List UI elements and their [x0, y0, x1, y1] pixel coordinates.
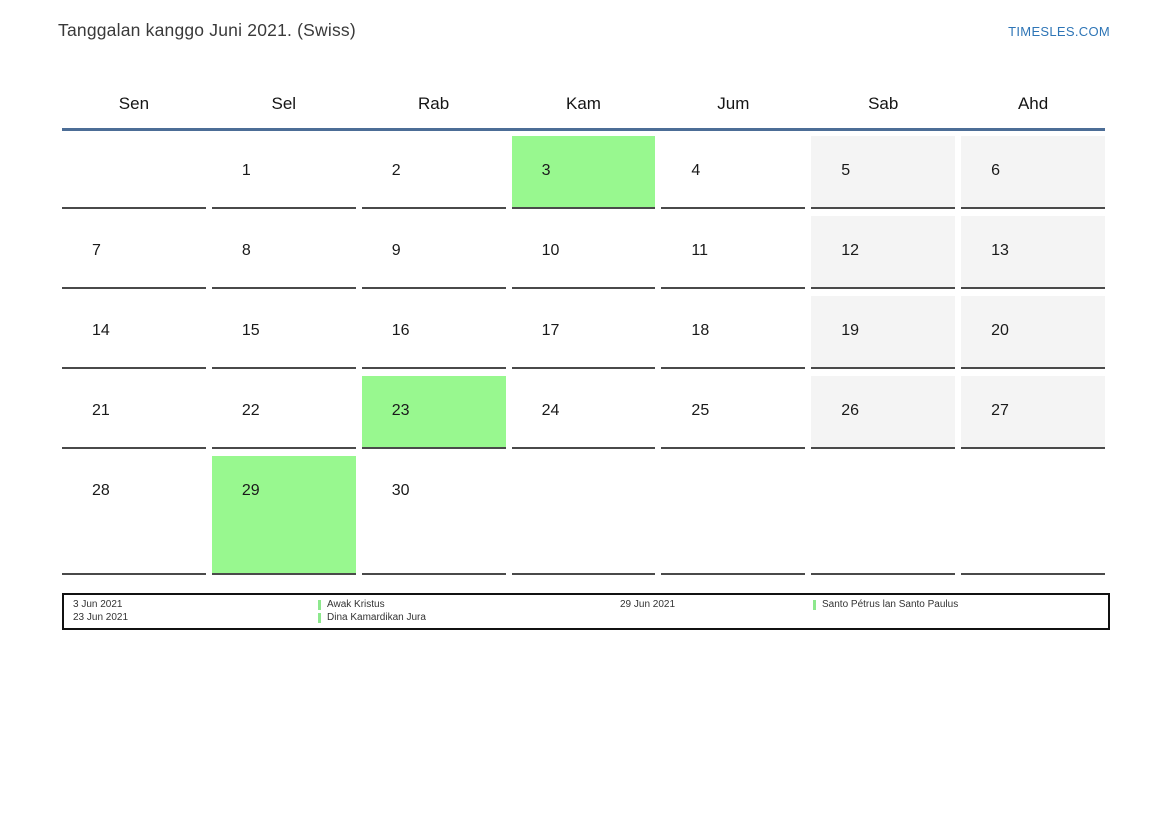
day-cell-22: 22 [211, 376, 356, 449]
day-cell-28: 28 [62, 456, 206, 575]
day-cell-26: 26 [811, 376, 956, 449]
day-cell-11: 11 [661, 216, 806, 289]
day-number: 24 [541, 402, 560, 419]
day-cell-30: 30 [361, 456, 506, 575]
legend-date: 23 Jun 2021 [73, 611, 129, 623]
day-number: 16 [391, 322, 410, 339]
day-cell-10: 10 [511, 216, 656, 289]
legend-label: Awak Kristus [327, 599, 385, 610]
day-number: 25 [691, 402, 710, 419]
day-cell-23: 23 [361, 376, 506, 449]
day-number: 3 [541, 162, 551, 179]
calendar-grid: 1 2 3 4 5 6 7 8 9 10 11 12 13 14 15 16 17 18 19 20 21 22 23 24 2… [62, 136, 1105, 575]
day-number: 9 [391, 242, 401, 259]
day-cell-1: 1 [211, 136, 356, 209]
day-number: 20 [991, 322, 1009, 339]
day-cell-14: 14 [62, 296, 206, 369]
day-cell-12: 12 [811, 216, 956, 289]
day-number: 29 [241, 482, 260, 499]
day-number: 22 [241, 402, 260, 419]
day-number: 13 [991, 242, 1009, 259]
day-cell-27: 27 [961, 376, 1105, 449]
legend-item: Awak Kristus [318, 599, 620, 612]
day-cell-7: 7 [62, 216, 206, 289]
page-title: Tanggalan kanggo Juni 2021. (Swiss) [58, 20, 356, 40]
day-number: 15 [241, 322, 260, 339]
legend-events-group-1: Awak Kristus Dina Kamardikan Jura [318, 599, 620, 628]
day-number: 17 [541, 322, 560, 339]
day-number: 14 [92, 322, 110, 339]
timesles-link[interactable]: TIMESLES.COM [1008, 24, 1110, 39]
legend-date: 3 Jun 2021 [73, 599, 123, 610]
legend: 3 Jun 2021 23 Jun 2021 Awak Kristus Dina… [62, 593, 1110, 630]
day-number: 28 [92, 482, 110, 499]
legend-label: Santo Pétrus lan Santo Paulus [822, 599, 959, 610]
day-number: 11 [691, 242, 709, 259]
day-number: 27 [991, 402, 1009, 419]
weekday-header-jum: Jum [717, 94, 750, 113]
day-cell-20: 20 [961, 296, 1105, 369]
day-number: 7 [92, 242, 101, 259]
legend-dates-group-2: 29 Jun 2021 [620, 599, 813, 628]
day-cell-6: 6 [961, 136, 1105, 209]
day-cell-17: 17 [511, 296, 656, 369]
day-number: 2 [391, 162, 401, 179]
day-cell-9: 9 [361, 216, 506, 289]
day-cell-18: 18 [661, 296, 806, 369]
day-cell-29: 29 [211, 456, 356, 575]
day-number: 30 [391, 482, 410, 499]
day-cell-empty [661, 456, 806, 575]
weekday-header-kam: Kam [566, 94, 601, 113]
holiday-marker-icon [318, 612, 321, 623]
day-number: 23 [391, 402, 410, 419]
day-number: 1 [241, 162, 251, 179]
legend-dates-group-1: 3 Jun 2021 23 Jun 2021 [64, 599, 318, 628]
day-cell-15: 15 [211, 296, 356, 369]
weekday-header-row: Sen Sel Rab Kam Jum Sab Ahd [62, 80, 1105, 131]
day-cell-empty [961, 456, 1105, 575]
day-cell-5: 5 [811, 136, 956, 209]
legend-events-group-2: Santo Pétrus lan Santo Paulus [813, 599, 1108, 628]
day-cell-25: 25 [661, 376, 806, 449]
day-number: 26 [841, 402, 860, 419]
legend-item: Santo Pétrus lan Santo Paulus [813, 599, 1108, 612]
holiday-marker-icon [318, 600, 321, 611]
calendar: Sen Sel Rab Kam Jum Sab Ahd 1 2 3 4 5 6 7 8 9 10 11 12 13 1… [62, 80, 1105, 575]
day-cell-19: 19 [811, 296, 956, 369]
weekday-header-sel: Sel [271, 94, 297, 113]
day-cell-16: 16 [361, 296, 506, 369]
day-number: 5 [841, 162, 851, 179]
day-cell-13: 13 [961, 216, 1105, 289]
holiday-marker-icon [813, 600, 816, 611]
legend-item: Dina Kamardikan Jura [318, 612, 620, 625]
day-number: 4 [691, 162, 701, 179]
day-number: 21 [92, 402, 110, 419]
weekday-header-rab: Rab [418, 94, 450, 113]
legend-label: Dina Kamardikan Jura [327, 611, 426, 623]
day-cell-24: 24 [511, 376, 656, 449]
day-number: 18 [691, 322, 710, 339]
day-number: 19 [841, 322, 860, 339]
day-cell-empty [62, 136, 206, 209]
day-number: 8 [241, 242, 251, 259]
day-number: 6 [991, 162, 1001, 179]
weekday-header-sab: Sab [868, 94, 899, 113]
day-cell-empty [511, 456, 656, 575]
day-cell-21: 21 [62, 376, 206, 449]
weekday-header-sen: Sen [118, 94, 150, 113]
day-cell-4: 4 [661, 136, 806, 209]
weekday-header-ahd: Ahd [1017, 94, 1049, 113]
day-cell-2: 2 [361, 136, 506, 209]
day-number: 10 [541, 242, 560, 259]
day-cell-3: 3 [511, 136, 656, 209]
day-cell-8: 8 [211, 216, 356, 289]
day-number: 12 [841, 242, 860, 259]
day-cell-empty [811, 456, 956, 575]
legend-date: 29 Jun 2021 [620, 599, 676, 610]
